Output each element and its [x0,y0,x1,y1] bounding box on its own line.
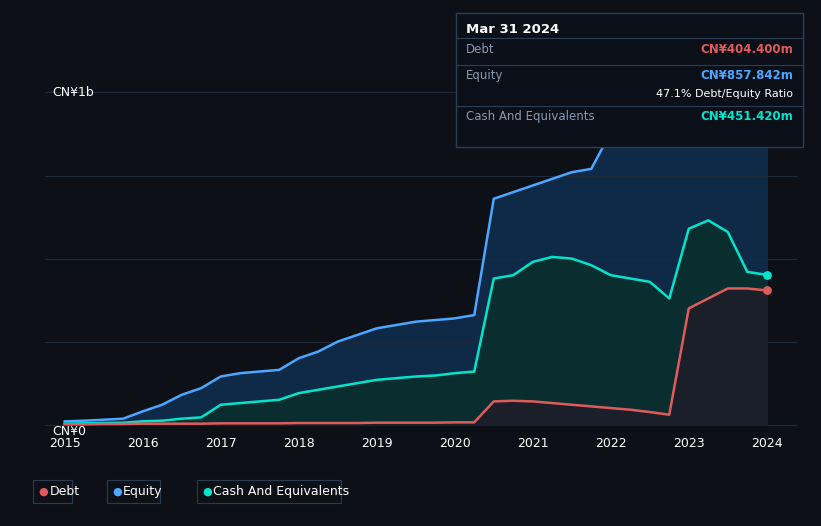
Text: Debt: Debt [466,43,494,56]
Text: ●: ● [39,487,48,497]
Text: CN¥404.400m: CN¥404.400m [700,43,793,56]
Text: CN¥857.842m: CN¥857.842m [700,69,793,82]
Text: CN¥451.420m: CN¥451.420m [700,110,793,123]
Text: Mar 31 2024: Mar 31 2024 [466,23,559,36]
Text: Equity: Equity [466,69,503,82]
Text: CN¥0: CN¥0 [53,424,87,438]
Point [760,286,773,295]
Text: Equity: Equity [123,485,163,498]
Text: Cash And Equivalents: Cash And Equivalents [466,110,594,123]
Text: ●: ● [112,487,122,497]
Point [760,271,773,279]
Text: 47.1% Debt/Equity Ratio: 47.1% Debt/Equity Ratio [656,89,793,99]
Text: CN¥1b: CN¥1b [53,86,94,99]
Text: ●: ● [203,487,213,497]
Text: Debt: Debt [49,485,80,498]
Text: Cash And Equivalents: Cash And Equivalents [213,485,350,498]
Point [760,136,773,144]
